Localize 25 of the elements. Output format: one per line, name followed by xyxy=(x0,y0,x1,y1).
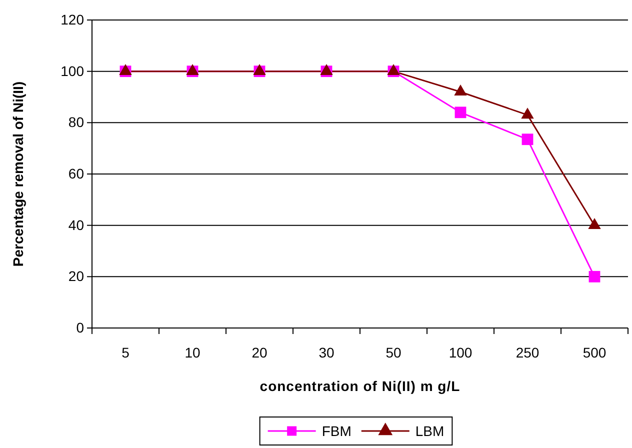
x-tick-label: 500 xyxy=(582,344,606,361)
x-tick-label: 250 xyxy=(516,344,540,361)
y-tick-label: 40 xyxy=(68,216,84,233)
y-axis-title: Percentage removal of Ni(II) xyxy=(10,81,26,267)
point xyxy=(521,108,534,119)
y-tick-label: 120 xyxy=(60,11,84,28)
y-tick-label: 80 xyxy=(68,114,84,130)
x-tick-label: 20 xyxy=(252,344,268,361)
legend-label: FBM xyxy=(322,423,352,439)
point xyxy=(522,134,534,146)
x-tick-label: 10 xyxy=(184,344,200,361)
y-tick-label: 60 xyxy=(68,165,84,182)
y-tick-label: 0 xyxy=(76,319,84,336)
point xyxy=(588,270,600,282)
point xyxy=(454,106,466,118)
y-tick-label: 100 xyxy=(60,62,84,79)
x-tick-label: 30 xyxy=(318,344,334,361)
point xyxy=(454,84,467,96)
point xyxy=(588,218,601,230)
x-axis-title: concentration of Ni(II) m g/L xyxy=(260,378,460,394)
x-tick-label: 50 xyxy=(386,344,402,361)
x-tick-label: 100 xyxy=(448,344,472,361)
x-tick-label: 5 xyxy=(122,344,130,361)
y-tick-label: 20 xyxy=(68,268,84,284)
legend-label: LBM xyxy=(415,423,444,439)
